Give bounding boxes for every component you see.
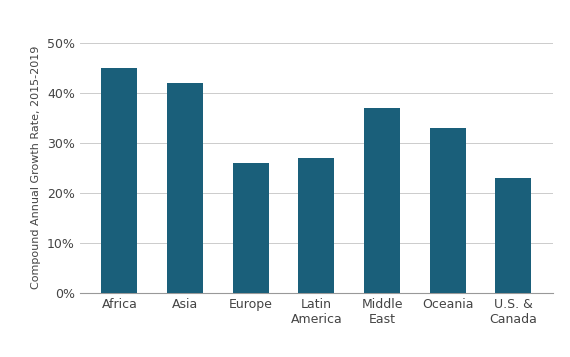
Bar	[430, 128, 466, 293]
Bar	[233, 163, 268, 293]
Bar	[167, 83, 203, 293]
Bar	[101, 68, 137, 293]
Y-axis label: Compound Annual Growth Rate, 2015-2019: Compound Annual Growth Rate, 2015-2019	[31, 46, 42, 290]
Bar	[298, 158, 335, 293]
Bar	[364, 108, 400, 293]
Bar	[495, 178, 531, 293]
